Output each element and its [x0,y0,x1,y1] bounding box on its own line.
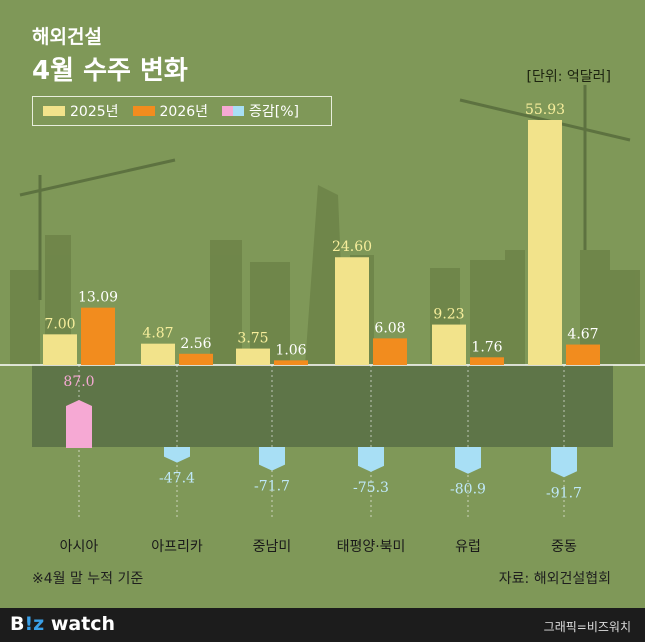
change-bar-down [164,447,190,463]
label-2025: 55.93 [525,102,565,118]
bar-2026 [274,360,308,365]
title-line2: 4월 수주 변화 [32,56,188,86]
footer-bar: B!z watch 그래픽=비즈워치 [0,608,645,642]
category-label: 아시아 [60,539,99,555]
legend-swatch-2026 [132,106,155,116]
label-2026: 13.09 [78,290,118,306]
category-label: 중동 [551,539,577,555]
label-2026: 2.56 [180,336,211,352]
legend-swatch-change [222,106,245,116]
category-label: 태평양·북미 [337,539,406,555]
legend-label-change: 증감[%] [249,104,300,120]
bar-2025 [236,348,270,365]
category-label: 아프리카 [151,539,203,555]
footnote: ※4월 말 누적 기준 [32,571,144,587]
graphic-credit: 그래픽=비즈워치 [543,620,631,634]
label-2026: 1.06 [275,342,306,358]
label-2025: 3.75 [237,331,268,347]
bar-2025 [43,334,77,365]
bizwatch-logo: B!z watch [10,613,116,635]
label-2026: 6.08 [374,320,405,336]
label-2025: 9.23 [433,307,464,323]
change-label: -91.7 [546,485,582,501]
bar-2025 [141,343,175,365]
bar-2026 [179,353,213,365]
bar-2026 [373,338,407,365]
category-label: 중남미 [253,539,292,555]
bar-2025 [528,120,562,365]
legend-label-2025: 2025년 [70,104,119,120]
legend-item-2025: 2025년 [43,101,119,121]
change-label: -75.3 [353,480,389,496]
label-2026: 4.67 [567,327,598,343]
bar-2026 [81,307,115,365]
change-bar-down [358,447,384,472]
bar-2026 [566,344,600,365]
label-2025: 4.87 [142,326,173,342]
change-bar-down [551,447,577,478]
change-band [32,365,613,447]
legend: 2025년 2026년 증감[%] [32,96,332,126]
source-label: 자료: 해외건설협회 [498,571,611,587]
bar-2025 [432,324,466,365]
change-label: -80.9 [450,482,486,498]
change-label: -71.7 [254,479,290,495]
bar-2026 [470,357,504,365]
legend-swatch-2025 [43,106,65,116]
label-2025: 24.60 [332,239,372,255]
title-line1: 해외건설 [32,26,102,48]
legend-item-2026: 2026년 [132,101,209,121]
category-label: 유럽 [455,539,481,555]
label-2026: 1.76 [471,339,502,355]
legend-item-change: 증감[%] [222,101,299,121]
legend-label-2026: 2026년 [159,104,209,120]
change-bar-down [259,447,285,471]
change-label: 87.0 [63,374,94,390]
change-bar-up [66,400,92,448]
unit-label: [단위: 억달러] [526,69,612,85]
category-guides [78,365,565,520]
change-bar-down [455,447,481,474]
label-2025: 7.00 [44,316,75,332]
bar-2025 [335,257,369,365]
change-label: -47.4 [159,471,195,487]
